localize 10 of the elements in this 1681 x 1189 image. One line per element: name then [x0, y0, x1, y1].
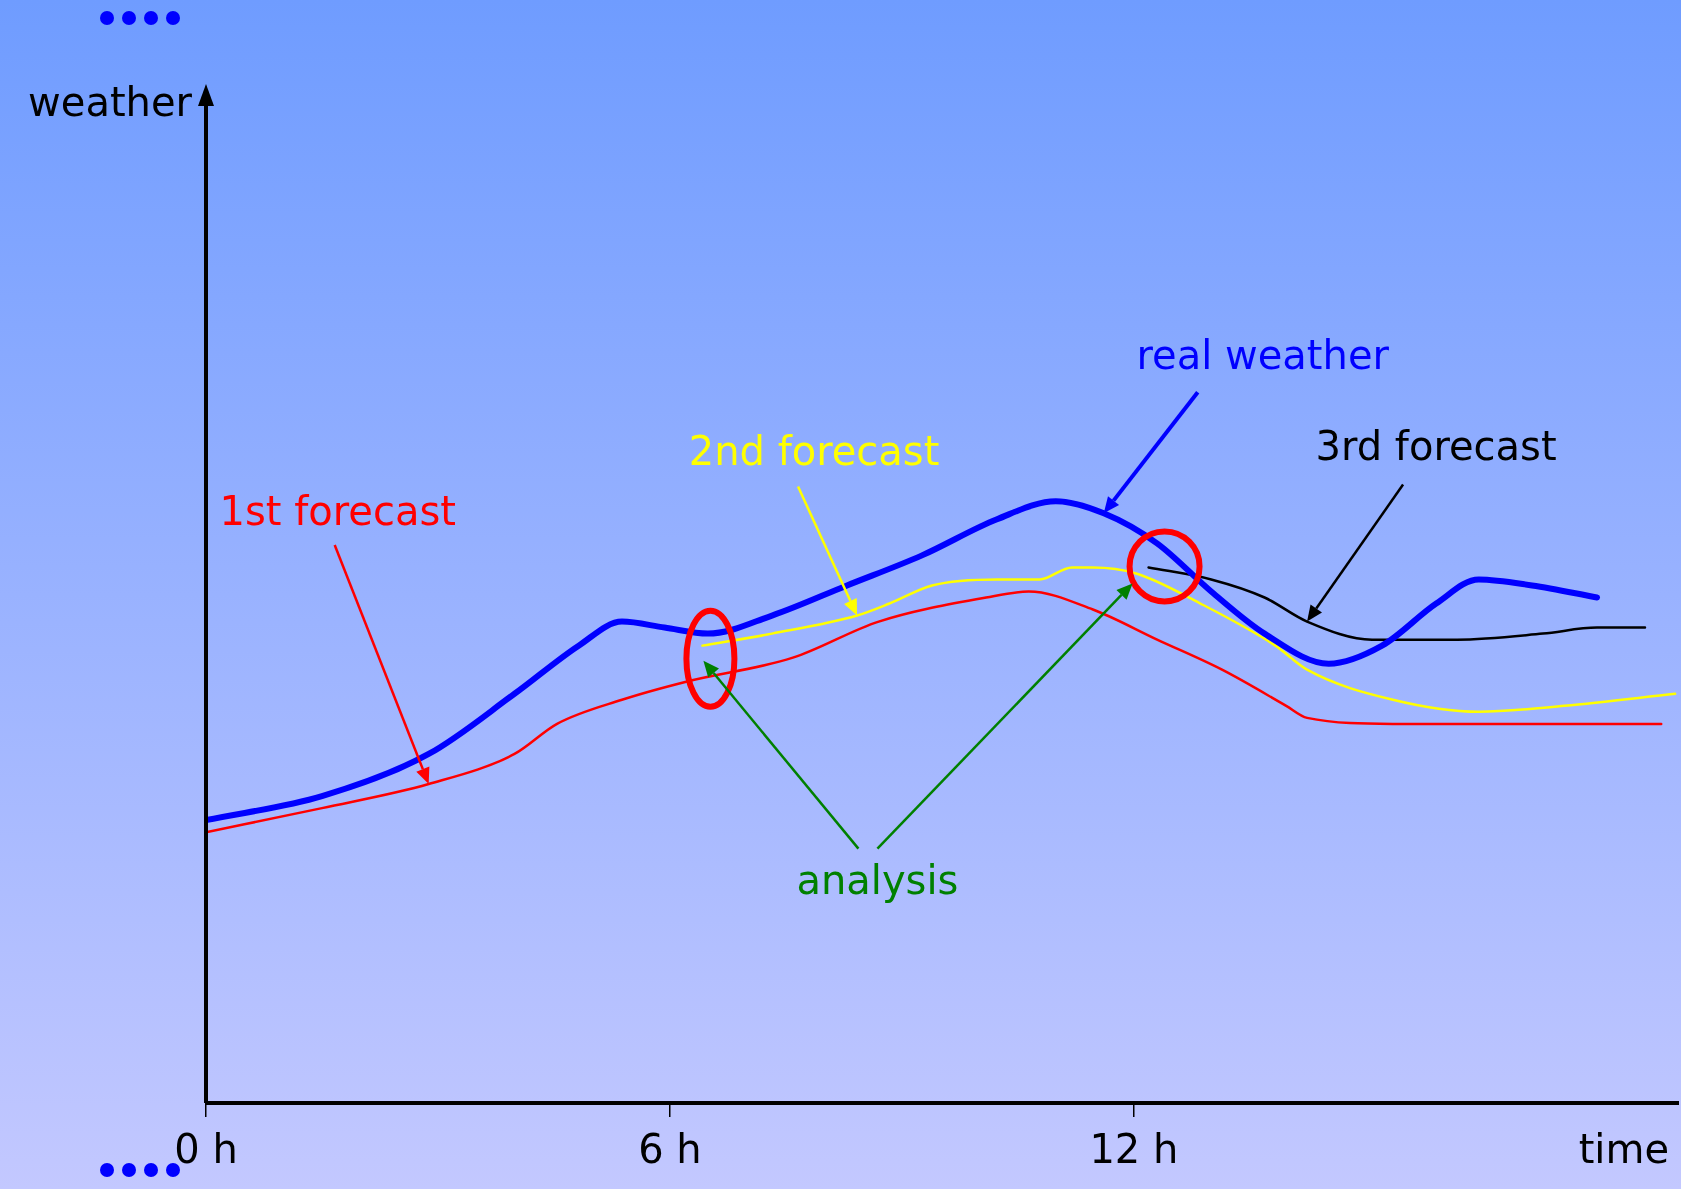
- x-tick-label: 6 h: [638, 1126, 702, 1173]
- annotation: analysis: [796, 857, 959, 904]
- text: weather: [28, 79, 193, 126]
- x-tick-label: 0 h: [174, 1126, 238, 1173]
- text: 3rd forecast: [1315, 422, 1557, 469]
- text: real weather: [1136, 331, 1390, 378]
- x-axis-title: time: [1578, 1126, 1669, 1173]
- text: 2nd forecast: [688, 427, 940, 474]
- x-tick-label: 12 h: [1089, 1126, 1179, 1173]
- text: 1st forecast: [219, 488, 456, 535]
